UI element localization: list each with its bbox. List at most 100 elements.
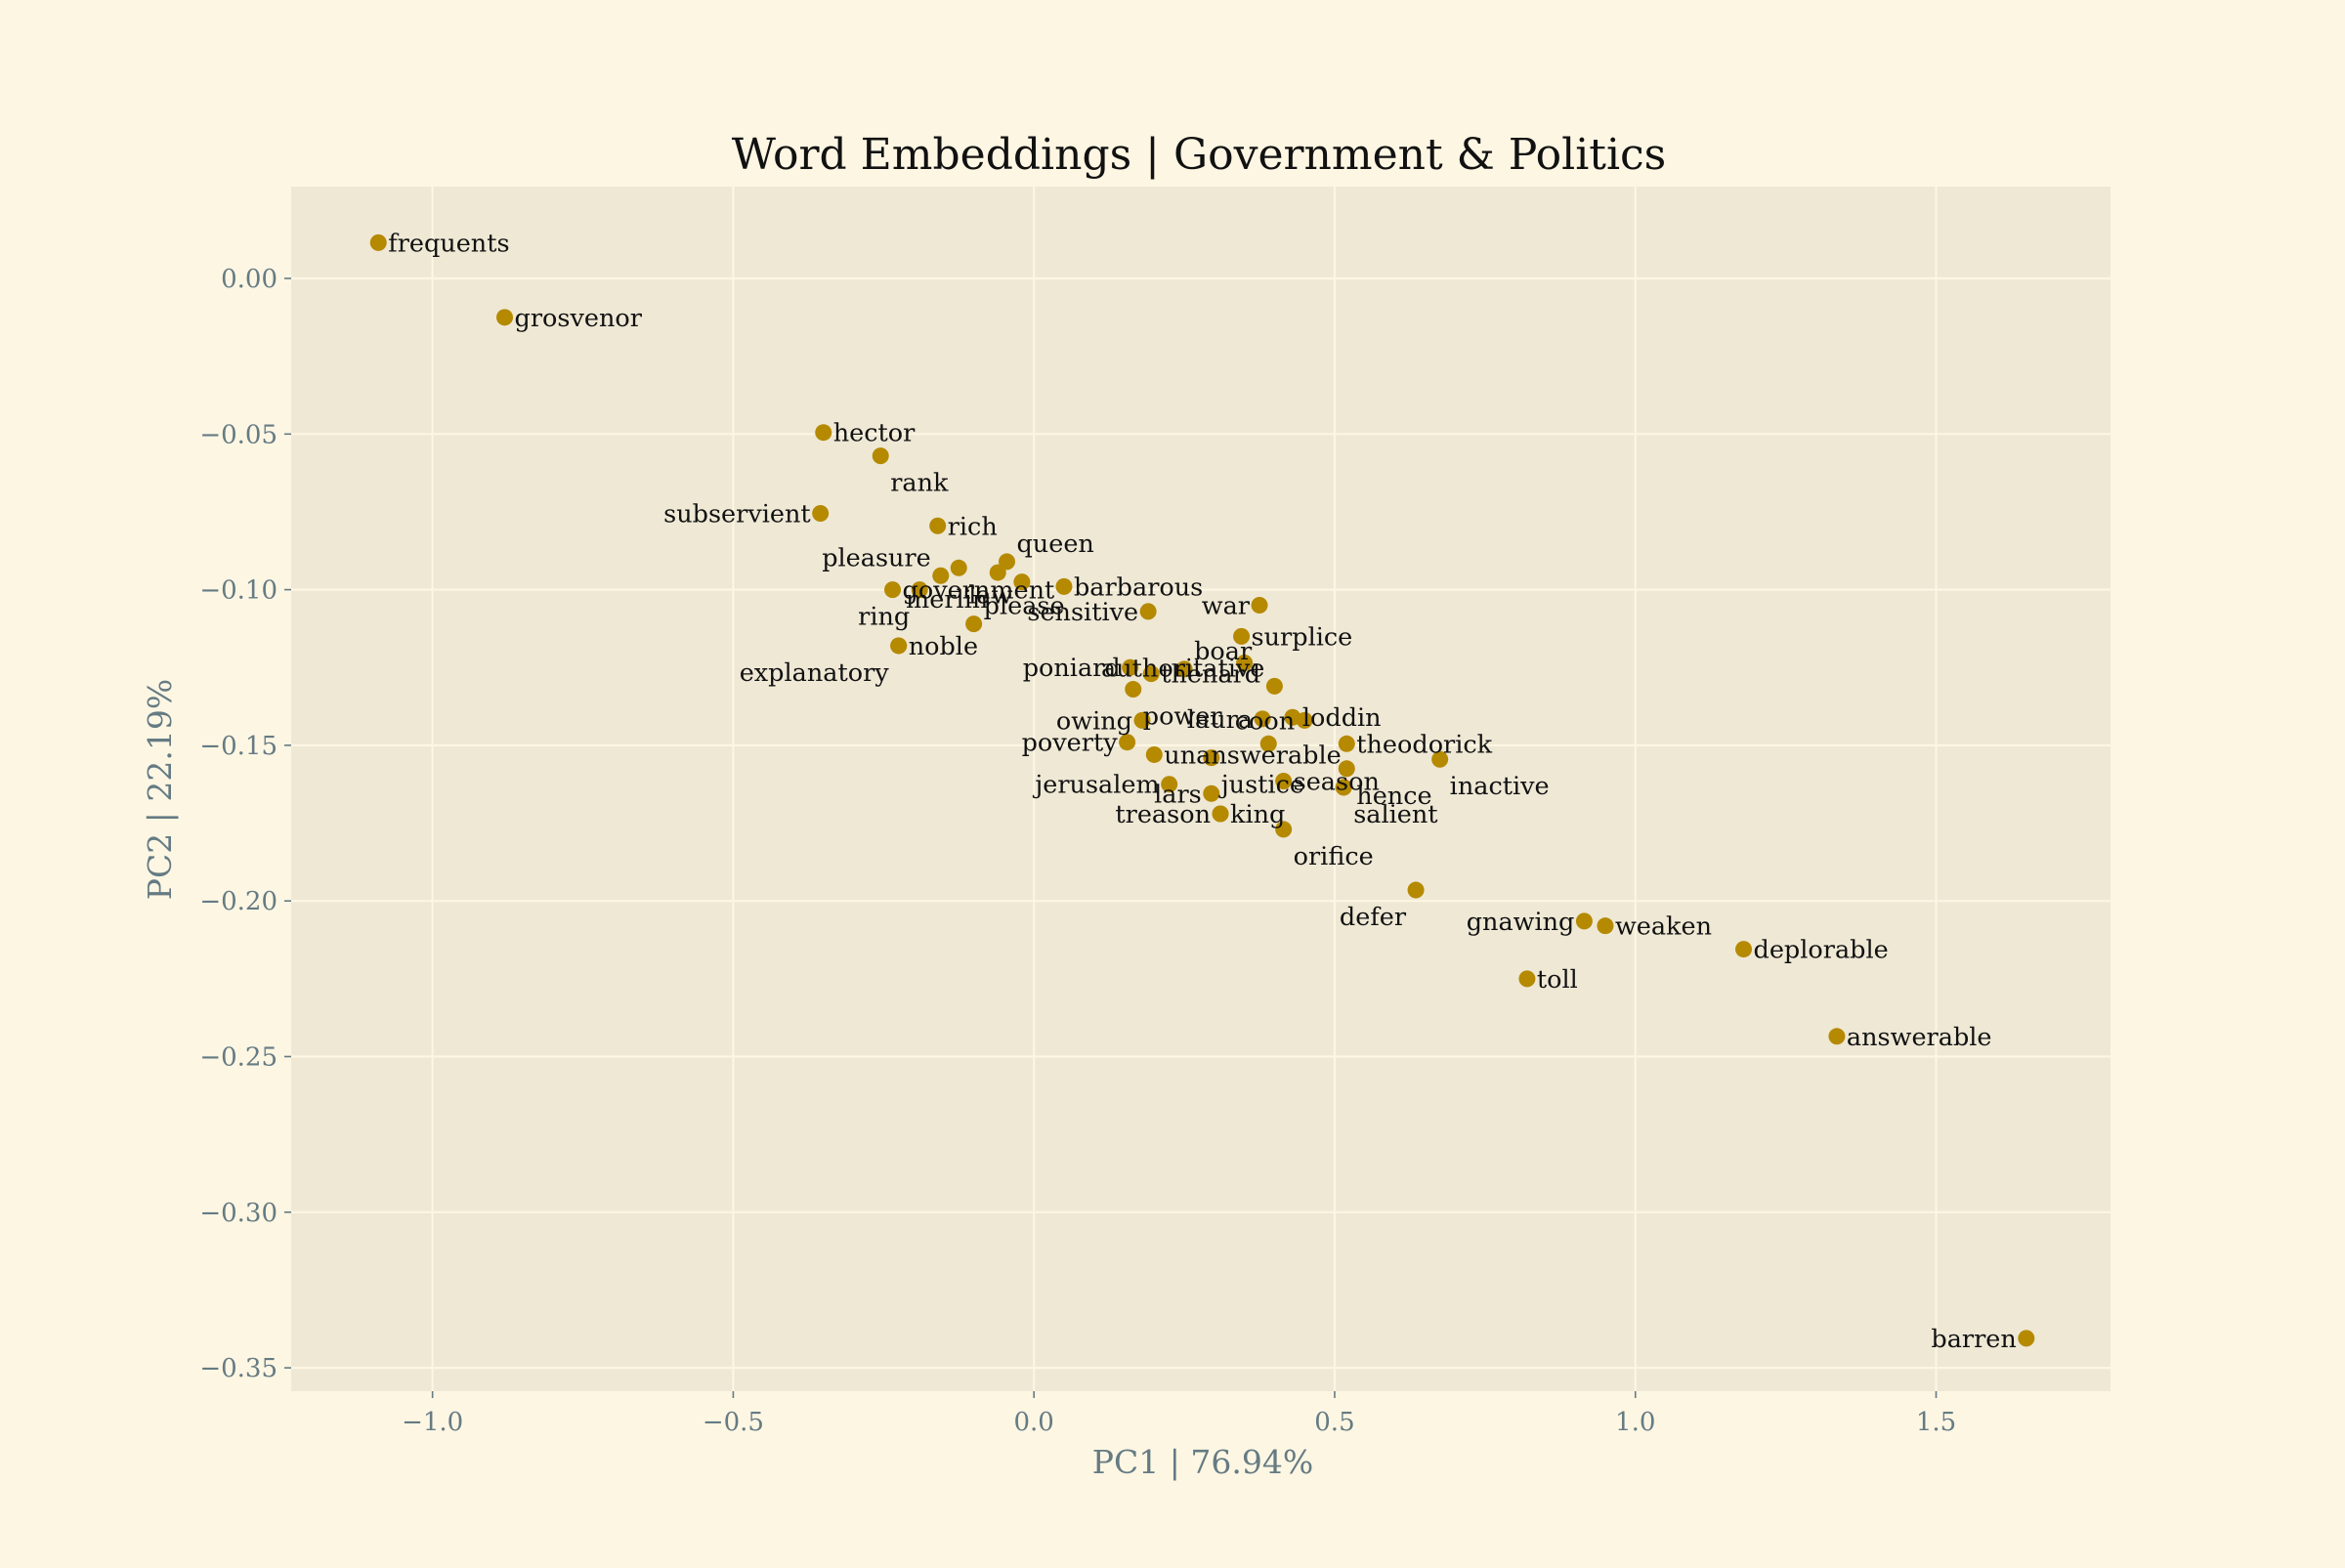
y-tick-label: 0.00 [221,265,277,294]
point-label: barren [1931,1325,2016,1354]
point-label: defer [1340,903,1407,932]
data-point [1122,658,1139,676]
y-axis-label: PC2 | 22.19% [141,679,179,900]
data-point [1597,917,1614,935]
data-point [1259,735,1277,752]
point-label: weaken [1615,912,1712,942]
data-point [1275,773,1293,790]
point-label: loddin [1302,703,1382,733]
data-point [872,447,889,465]
point-label: rank [890,469,949,498]
y-tick-label: −0.05 [199,420,277,449]
point-label: hence [1356,782,1431,811]
data-point [1236,654,1254,671]
point-label: rich [948,512,998,541]
point-label: gnawing [1467,908,1575,937]
data-point [1145,745,1163,763]
point-label: lars [1154,780,1202,809]
data-point [1013,573,1031,591]
point-label: coon [1235,706,1295,736]
point-label: queen [1016,530,1093,559]
point-label: power [1143,702,1223,732]
data-point [989,564,1006,581]
data-point [884,581,902,599]
point-label: ring [858,603,910,632]
data-point [1203,784,1220,802]
point-label: surplice [1252,622,1353,652]
point-label: poniard [1023,654,1121,683]
plot-area [291,187,2110,1391]
data-point [1518,970,1536,988]
point-label: poverty [1022,729,1119,758]
point-label: subservient [663,500,811,530]
point-label: jerusalem [1032,771,1159,800]
data-point [1828,1028,1846,1045]
y-tick-label: −0.20 [199,887,277,916]
data-point [1407,881,1425,899]
point-label: sensitive [1027,598,1138,627]
data-point [932,567,950,584]
y-tick-label: −0.15 [199,732,277,761]
data-point [1055,577,1073,595]
point-label: toll [1537,965,1578,995]
y-tick-label: −0.35 [199,1354,277,1383]
x-tick-label: −0.5 [703,1408,764,1437]
data-point [1275,821,1293,838]
data-point [1251,597,1268,614]
point-label: merlin [906,585,988,614]
data-point [1203,749,1220,767]
point-label: pleasure [822,543,931,572]
point-label: laura [1187,705,1253,735]
point-label: barbarous [1074,572,1203,602]
data-point [1735,941,1753,958]
y-tick-label: −0.30 [199,1199,277,1228]
data-point [1296,711,1313,729]
point-label: season [1294,768,1380,797]
data-point [890,637,908,655]
data-point [1161,776,1178,793]
data-point [998,553,1015,571]
x-axis-label: PC1 | 76.94% [1092,1443,1313,1481]
data-points [369,233,2035,1347]
x-tick-label: −1.0 [402,1408,463,1437]
data-point [1212,805,1229,823]
data-point [1335,779,1352,796]
point-label: thenard [1161,660,1260,690]
x-tick-label: 1.0 [1615,1408,1655,1437]
grid-lines [291,187,2110,1391]
data-point [950,559,967,576]
data-point [1119,734,1136,751]
point-label: government [903,576,1055,606]
y-tick-label: −0.10 [199,576,277,606]
data-point [965,615,983,633]
data-point [369,233,387,251]
point-label: inactive [1450,772,1550,801]
data-point [929,517,947,534]
point-label: frequents [388,229,509,258]
data-point [815,424,832,442]
data-point [1139,603,1157,620]
x-tick-label: 0.0 [1014,1408,1054,1437]
data-point [1233,627,1251,645]
point-label: law [968,580,1012,610]
point-label: authoritative [1101,654,1264,683]
data-point [1265,677,1283,695]
data-point [911,581,928,599]
x-tick-label: 1.5 [1916,1408,1956,1437]
data-point [1431,750,1449,768]
point-label: explanatory [740,658,890,688]
data-point [1175,660,1193,678]
data-point [1254,710,1271,728]
chart-title: Word Embeddings | Government & Politics [732,130,1667,180]
point-label: theodorick [1356,730,1492,759]
axis-ticks: −1.0 −0.5 0.0 0.5 1.0 1.5 0.00 −0.05 −0.10 −0.15 −… [199,265,1956,1437]
point-label: noble [909,632,978,661]
x-tick-label: 0.5 [1314,1408,1354,1437]
data-point [496,309,514,326]
data-point [1133,711,1151,729]
data-point [1338,735,1355,752]
point-label: justice [1218,771,1304,800]
point-label: king [1230,800,1285,829]
data-point [1338,760,1355,778]
